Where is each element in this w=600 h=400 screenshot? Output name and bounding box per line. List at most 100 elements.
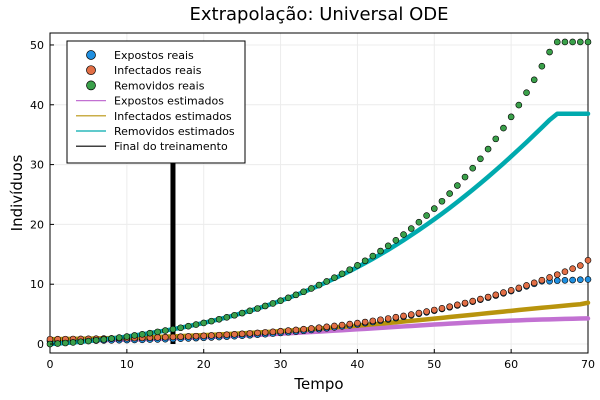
data-point-infectados-reais — [392, 313, 400, 321]
data-point-removidos-reais — [584, 38, 592, 46]
data-point-removidos-reais — [469, 164, 477, 172]
data-point-infectados-reais — [231, 330, 238, 338]
data-point-infectados-reais — [577, 262, 584, 269]
y-tick-label: 50 — [30, 39, 44, 52]
data-point-infectados-reais — [407, 311, 415, 318]
data-point-infectados-reais — [338, 321, 346, 329]
data-point-infectados-reais — [477, 295, 484, 303]
data-point-removidos-reais — [577, 38, 584, 46]
y-axis-title: Indivíduos — [8, 154, 26, 231]
data-point-infectados-reais — [354, 319, 361, 327]
data-point-removidos-reais — [284, 294, 292, 302]
data-point-expostos-reais — [584, 276, 592, 283]
data-point-infectados-reais — [454, 301, 461, 309]
legend-label: Expostos estimados — [114, 95, 224, 108]
data-point-expostos-reais — [569, 276, 576, 284]
data-point-removidos-reais — [538, 62, 546, 70]
data-point-removidos-reais — [146, 329, 154, 337]
chart-title: Extrapolação: Universal ODE — [190, 4, 449, 25]
x-axis-title: Tempo — [293, 375, 343, 393]
data-point-removidos-reais — [177, 324, 184, 332]
data-point-removidos-reais — [200, 319, 208, 327]
data-point-infectados-reais — [423, 308, 430, 315]
legend: Expostos reais Infectados reais Removidos … — [66, 40, 246, 164]
data-point-infectados-reais — [331, 322, 338, 330]
legend-label: Final do treinamento — [114, 140, 228, 153]
data-point-infectados-reais — [515, 284, 523, 292]
data-point-removidos-reais — [315, 281, 323, 289]
data-point-infectados-reais — [269, 328, 277, 336]
data-point-removidos-reais — [546, 48, 553, 56]
data-point-removidos-reais — [492, 135, 500, 143]
data-point-removidos-reais — [569, 38, 576, 46]
data-point-removidos-reais — [523, 89, 530, 96]
data-point-infectados-reais — [161, 333, 169, 341]
data-point-infectados-reais — [400, 312, 407, 320]
data-point-infectados-reais — [530, 279, 538, 287]
y-tick-label: 20 — [30, 218, 44, 231]
data-point-expostos-reais — [561, 277, 569, 284]
x-tick-label: 70 — [581, 358, 595, 371]
data-point-infectados-reais — [192, 332, 200, 340]
data-point-removidos-reais — [407, 225, 415, 232]
x-tick-label: 0 — [47, 358, 54, 371]
y-tick-label: 0 — [37, 338, 44, 351]
data-point-removidos-reais — [208, 317, 215, 325]
data-point-infectados-reais — [154, 334, 161, 341]
data-point-removidos-reais — [277, 297, 284, 305]
data-point-infectados-reais — [261, 329, 269, 336]
data-point-infectados-reais — [461, 299, 469, 307]
x-tick-label: 20 — [197, 358, 211, 371]
data-point-expostos-reais — [553, 277, 561, 284]
data-point-removidos-reais — [215, 315, 223, 323]
legend-marker — [86, 65, 96, 76]
data-point-removidos-reais — [100, 336, 108, 343]
data-point-infectados-reais — [492, 291, 500, 299]
data-point-infectados-reais — [246, 330, 254, 337]
data-point-infectados-reais — [346, 320, 354, 328]
data-point-infectados-reais — [553, 271, 561, 278]
data-point-removidos-reais — [54, 340, 61, 347]
data-point-removidos-reais — [69, 339, 77, 346]
data-point-infectados-reais — [292, 326, 300, 334]
data-point-removidos-reais — [138, 331, 146, 338]
data-point-removidos-reais — [269, 300, 277, 307]
data-point-removidos-reais — [346, 266, 354, 273]
data-point-infectados-reais — [177, 333, 184, 341]
data-point-removidos-reais — [361, 257, 369, 265]
data-point-infectados-reais — [223, 331, 231, 338]
data-point-infectados-reais — [377, 316, 384, 324]
legend-box — [66, 40, 246, 164]
data-point-removidos-reais — [108, 335, 115, 342]
data-point-infectados-reais — [215, 331, 223, 339]
data-point-removidos-reais — [323, 278, 330, 285]
data-point-infectados-reais — [238, 330, 246, 338]
data-point-infectados-reais — [384, 315, 392, 322]
data-point-removidos-reais — [392, 237, 400, 244]
data-point-infectados-reais — [208, 332, 215, 339]
data-point-removidos-reais — [369, 252, 377, 260]
data-point-removidos-reais — [62, 339, 69, 347]
data-point-removidos-reais — [384, 242, 392, 250]
data-point-removidos-reais — [400, 231, 407, 238]
data-point-infectados-reais — [507, 287, 515, 294]
data-point-infectados-reais — [569, 265, 576, 272]
data-point-removidos-reais — [131, 332, 138, 339]
data-point-removidos-reais — [423, 212, 430, 219]
data-point-removidos-reais — [377, 247, 384, 255]
data-point-infectados-reais — [415, 309, 423, 317]
data-point-infectados-reais — [438, 305, 446, 312]
data-point-removidos-reais — [246, 307, 254, 315]
data-point-removidos-reais — [446, 190, 453, 197]
legend-label: Removidos reais — [114, 79, 205, 92]
data-point-removidos-reais — [553, 38, 561, 46]
data-point-removidos-reais — [430, 205, 438, 212]
data-point-infectados-reais — [315, 324, 323, 331]
grid-layer — [49, 33, 589, 353]
data-layer — [46, 38, 592, 348]
data-point-removidos-reais — [308, 285, 315, 292]
data-point-removidos-reais — [354, 262, 361, 269]
y-tick-label: 40 — [30, 99, 44, 112]
